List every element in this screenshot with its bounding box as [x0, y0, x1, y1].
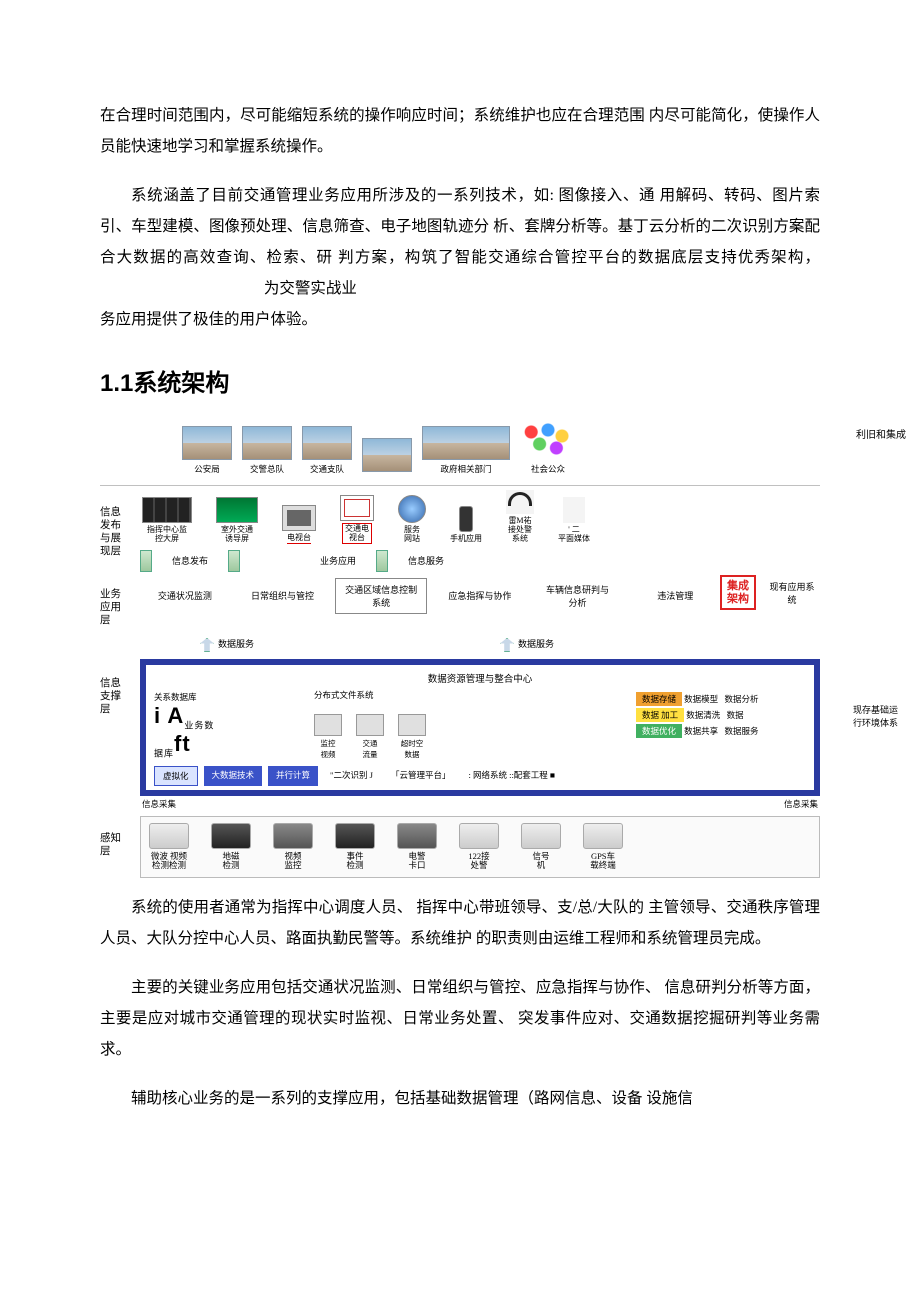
collect-bar: 信息采集 信息采集 [142, 798, 818, 810]
inst-police: 公安局 [182, 426, 232, 475]
tech-strip: 虚拟化 大数据技术 并行计算 "二次识别 J 「云管理平台」 : 网络系统 ::… [154, 766, 806, 786]
ds-right: 数据存储 数据模型 数据分析 数据 加工 数据清洗 数据 数据优化 数据共享 数… [636, 691, 806, 760]
ds-mid: 分布式文件系统 监控 视频 交通 流量 超时空 数据 [314, 691, 626, 760]
sub-info-pub: 信息发布 [172, 554, 208, 567]
pill-recog: "二次识别 J [324, 766, 379, 786]
para2-a: 系统涵盖了目前交通管理业务应用所涉及的一系列技术，如: 图像接入、通 用解码、转… [100, 187, 820, 266]
pipe-icon [376, 550, 388, 572]
sense-microwave: 微波 视频 检测检测 [149, 823, 189, 872]
paragraph-3: 系统的使用者通常为指挥中心调度人员、 指挥中心带班领导、支/总/大队的 主管领导… [100, 892, 820, 954]
paragraph-2: 系统涵盖了目前交通管理业务应用所涉及的一系列技术，如: 图像接入、通 用解码、转… [100, 180, 820, 304]
biz-violation: 违法管理 [630, 585, 720, 606]
sense-geomag: 地磁 检测 [211, 823, 251, 872]
pill-bigdata: 大数据技术 [204, 766, 263, 786]
sense-epolice: 电警 卡口 [397, 823, 437, 872]
biz-monitor: 交通状况监测 [140, 585, 230, 606]
pill-parallel: 并行计算 [268, 766, 318, 786]
paragraph-2c: 务应用提供了极佳的用户体验。 [100, 304, 820, 335]
biz-row: 交通状况监测 日常组织与管控 交通区域信息控制 系统 应急指挥与协作 车辆信息研… [140, 578, 720, 614]
svc-left: 数据服务 [200, 637, 254, 652]
icon-print-media: ' 二 平面媒体 [558, 497, 590, 543]
biz-vehicle: 车辆信息研判与 分析 [533, 579, 623, 613]
paragraph-4: 主要的关键业务应用包括交通状况监测、日常组织与管控、应急指挥与协作、 信息研判分… [100, 972, 820, 1065]
up-arrow-icon [500, 638, 514, 652]
heading-system-arch: 1.1系统架构 [100, 363, 820, 398]
sub-info-svc: 信息服务 [408, 554, 444, 567]
biz-region-ctrl: 交通区域信息控制 系统 [335, 578, 427, 614]
icon-web: 服务 网站 [398, 495, 426, 543]
inst-blank [362, 438, 412, 475]
layer-label-support: 信息 支撑 层 [100, 637, 140, 716]
icon-guide-screen: 室外交通 诱导屏 [216, 497, 258, 543]
paragraph-1: 在合理时间范围内，尽可能缩短系统的操作响应时间；系统维护也应在合理范围 内尽可能… [100, 100, 820, 162]
pill-cloud: 「云管理平台」 [385, 766, 457, 786]
institution-row: 公安局 交警总队 交通支队 政府相关部门 社会公众 [182, 420, 820, 475]
biz-daily: 日常组织与管控 [238, 585, 328, 606]
icon-tv: 电视台 [282, 505, 316, 543]
icon-mobile: 手机应用 [450, 506, 482, 543]
icon-big-screen: 指挥中心监 控大屏 [142, 497, 192, 543]
layer-label-biz: 业务 应用 层 [100, 572, 140, 627]
info-sub-row: 信息发布 业务应用 信息服务 [140, 550, 820, 572]
sense-gps: GPS车 载终端 [583, 823, 623, 872]
node-flow: 交通 流量 [356, 714, 384, 760]
inst-traffic-branch: 交通支队 [302, 426, 352, 475]
inst-public: 社会公众 [520, 420, 576, 475]
svc-right: 数据服务 [500, 637, 554, 652]
sense-event: 事件 检测 [335, 823, 375, 872]
existing-apps: 现有应用系 统 [764, 580, 820, 606]
side-infra: 现存基础运 行环境体系 [853, 703, 898, 729]
pill-virtual: 虚拟化 [154, 766, 198, 786]
icon-traffic-tv: 交通电 视台 [340, 495, 374, 543]
icon-dispatch: 雷M祐 接处警 系统 [506, 490, 534, 544]
pill-net: : 网络系统 ::配套工程 ■ [462, 766, 561, 786]
layer-label-sense: 感知 层 [100, 816, 140, 858]
info-icons: 指挥中心监 控大屏 室外交通 诱导屏 电视台 交通电 视台 服务 网站 手机应用… [142, 490, 820, 544]
paragraph-5: 辅助核心业务的是一系列的支撑应用，包括基础数据管理（路网信息、设备 设施信 [100, 1083, 820, 1114]
node-spacetime: 超时空 数据 [398, 714, 426, 760]
sub-biz-app: 业务应用 [320, 554, 356, 567]
up-arrow-icon [200, 638, 214, 652]
integration-box: 集成 架构 [720, 575, 756, 609]
sense-video: 视频 监控 [273, 823, 313, 872]
iaft-label: i A业务数 据库ft [154, 703, 304, 760]
pipe-icon [228, 550, 240, 572]
data-center-frame: 数据资源管理与整合中心 关系数据库 i A业务数 据库ft 分布式文件系统 监控… [140, 659, 820, 796]
para2-b: 为交警实战业 [264, 280, 357, 297]
layer-label-top [100, 420, 140, 436]
sense-border: 微波 视频 检测检测 地磁 检测 视频 监控 事件 检测 电警 卡口 122接 … [140, 816, 820, 879]
node-video: 监控 视频 [314, 714, 342, 760]
sense-signal: 信号 机 [521, 823, 561, 872]
pipe-icon [140, 550, 152, 572]
side-label-reuse: 利旧和集成 [856, 426, 906, 441]
inst-traffic-hq: 交警总队 [242, 426, 292, 475]
inst-gov: 政府相关部门 [422, 426, 510, 475]
layer-label-info: 信息 发布 与展 现层 [100, 490, 140, 559]
architecture-diagram: 公安局 交警总队 交通支队 政府相关部门 社会公众 利旧和集成 信息 发布 与展… [100, 420, 820, 878]
sense-122: 122接 处警 [459, 823, 499, 872]
ds-left: 关系数据库 i A业务数 据库ft [154, 691, 304, 760]
biz-emergency: 应急指挥与协作 [435, 585, 525, 606]
ds-title: 数据资源管理与整合中心 [154, 671, 806, 685]
